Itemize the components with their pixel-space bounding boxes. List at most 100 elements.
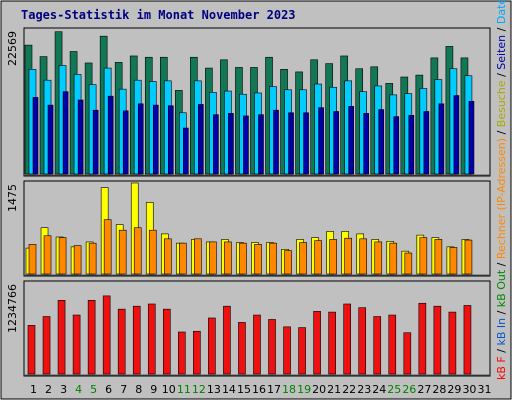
- bar-bottom-kb-f-day-11: [178, 331, 186, 375]
- day-label-31: 31: [477, 383, 491, 396]
- day-label-25: 25: [387, 383, 401, 396]
- bar-top-seiten-day-7: [122, 110, 129, 175]
- bar-top-seiten-day-30: [468, 100, 475, 175]
- panel-middle-max-label: 1475: [6, 184, 19, 212]
- bar-middle-rechner-ip-adressen--day-8: [133, 227, 142, 275]
- bar-bottom-kb-f-day-23: [358, 307, 367, 375]
- bar-top-seiten-day-12: [198, 104, 204, 175]
- bar-bottom-kb-f-day-18: [283, 326, 291, 375]
- day-label-23: 23: [357, 383, 371, 396]
- legend-separator: /: [495, 259, 508, 270]
- bar-middle-rechner-ip-adressen--day-6: [103, 219, 112, 275]
- bar-top-seiten-day-18: [288, 112, 294, 175]
- bar-middle-rechner-ip-adressen--day-2: [43, 235, 52, 275]
- bar-middle-rechner-ip-adressen--day-19: [299, 242, 307, 275]
- bar-middle-rechner-ip-adressen--day-25: [389, 242, 398, 275]
- bar-top-seiten-day-17: [273, 109, 279, 175]
- bar-bottom-kb-f-day-4: [72, 314, 81, 375]
- bar-bottom-kb-f-day-25: [388, 314, 397, 375]
- bar-top-seiten-day-15: [243, 115, 249, 175]
- legend-item-kb-out: kB Out: [495, 269, 508, 307]
- bar-bottom-kb-f-day-13: [208, 317, 216, 375]
- bar-middle-rechner-ip-adressen--day-10: [163, 238, 172, 275]
- bar-bottom-kb-f-day-19: [298, 327, 306, 375]
- bar-middle-rechner-ip-adressen--day-18: [284, 250, 292, 275]
- bar-bottom-kb-f-day-8: [132, 305, 141, 375]
- panel-middle: 1475: [6, 180, 491, 277]
- bar-top-seiten-day-22: [348, 106, 354, 175]
- bar-bottom-kb-f-day-17: [268, 319, 276, 375]
- bar-middle-rechner-ip-adressen--day-15: [239, 242, 247, 275]
- bar-top-seiten-day-29: [453, 95, 460, 175]
- day-label-9: 9: [150, 383, 157, 396]
- day-label-10: 10: [162, 383, 176, 396]
- day-label-19: 19: [297, 383, 311, 396]
- vertical-legend: kB F / kB In / kB Out / Rechner (IP-Adre…: [495, 0, 508, 380]
- bar-top-seiten-day-1: [32, 97, 39, 175]
- day-label-30: 30: [462, 383, 476, 396]
- bar-middle-rechner-ip-adressen--day-14: [224, 241, 232, 275]
- bar-bottom-kb-f-day-5: [87, 299, 96, 375]
- bar-top-seiten-day-9: [152, 104, 159, 175]
- day-label-21: 21: [327, 383, 341, 396]
- panel-bottom: 1234766: [6, 280, 491, 377]
- panel-top-max-label: 22569: [6, 31, 19, 66]
- chart-panels: 22569 1475 1234766: [6, 27, 491, 377]
- bar-middle-rechner-ip-adressen--day-4: [73, 245, 82, 275]
- bar-middle-rechner-ip-adressen--day-20: [314, 240, 322, 275]
- bar-middle-rechner-ip-adressen--day-5: [88, 242, 97, 275]
- bar-top-seiten-day-14: [228, 113, 234, 175]
- legend-item-seiten: Seiten: [495, 35, 508, 70]
- legend-separator: /: [495, 307, 508, 318]
- bar-top-seiten-day-4: [77, 99, 84, 175]
- day-label-2: 2: [45, 383, 52, 396]
- bar-top-seiten-day-19: [303, 112, 309, 175]
- legend-text: kB F / kB In / kB Out / Rechner (IP-Adre…: [495, 0, 508, 380]
- bar-bottom-kb-f-day-12: [193, 330, 201, 375]
- bar-top-seiten-day-26: [408, 115, 415, 175]
- bar-top-seiten-day-16: [258, 114, 264, 175]
- bar-top-seiten-day-3: [62, 91, 69, 175]
- legend-item-kb-f: kB F: [495, 356, 508, 380]
- day-label-22: 22: [342, 383, 356, 396]
- bar-middle-rechner-ip-adressen--day-12: [194, 238, 202, 275]
- bar-middle-rechner-ip-adressen--day-13: [209, 241, 217, 275]
- bar-bottom-kb-f-day-10: [162, 308, 171, 375]
- bar-middle-rechner-ip-adressen--day-22: [344, 237, 352, 275]
- bar-bottom-kb-f-day-1: [27, 325, 36, 375]
- bar-bottom-kb-f-day-21: [328, 311, 336, 375]
- bar-bottom-kb-f-day-2: [42, 316, 51, 375]
- bar-bottom-kb-f-day-24: [373, 316, 382, 375]
- bar-middle-rechner-ip-adressen--day-16: [254, 244, 262, 275]
- bar-bottom-kb-f-day-26: [403, 332, 412, 375]
- bar-top-seiten-day-23: [363, 113, 370, 175]
- bar-middle-rechner-ip-adressen--day-24: [374, 241, 383, 275]
- bar-top-seiten-day-13: [213, 114, 219, 175]
- legend-item-kb-in: kB In: [495, 318, 508, 346]
- bar-top-seiten-day-27: [423, 111, 430, 175]
- bar-bottom-kb-f-day-14: [223, 305, 231, 375]
- bar-middle-rechner-ip-adressen--day-30: [464, 239, 473, 275]
- bar-top-seiten-day-2: [47, 104, 54, 175]
- day-label-14: 14: [222, 383, 236, 396]
- bar-top-seiten-day-6: [107, 95, 114, 175]
- bar-top-seiten-day-20: [318, 107, 324, 175]
- bar-middle-rechner-ip-adressen--day-17: [269, 242, 277, 275]
- bar-top-seiten-day-21: [333, 111, 339, 175]
- day-label-26: 26: [402, 383, 416, 396]
- bar-top-seiten-day-5: [92, 109, 99, 175]
- bar-bottom-kb-f-day-15: [238, 322, 246, 375]
- bar-middle-rechner-ip-adressen--day-23: [359, 238, 368, 275]
- bar-bottom-kb-f-day-16: [253, 314, 261, 375]
- legend-item-besuche: Besuche: [495, 80, 508, 127]
- day-label-12: 12: [192, 383, 206, 396]
- day-label-20: 20: [312, 383, 326, 396]
- legend-item-dateien: Dateien: [495, 0, 508, 24]
- bar-middle-rechner-ip-adressen--day-29: [449, 247, 458, 275]
- bar-middle-rechner-ip-adressen--day-28: [434, 239, 443, 275]
- bar-middle-rechner-ip-adressen--day-11: [179, 242, 187, 275]
- bar-bottom-kb-f-day-20: [313, 311, 321, 375]
- bar-bottom-kb-f-day-7: [117, 308, 126, 375]
